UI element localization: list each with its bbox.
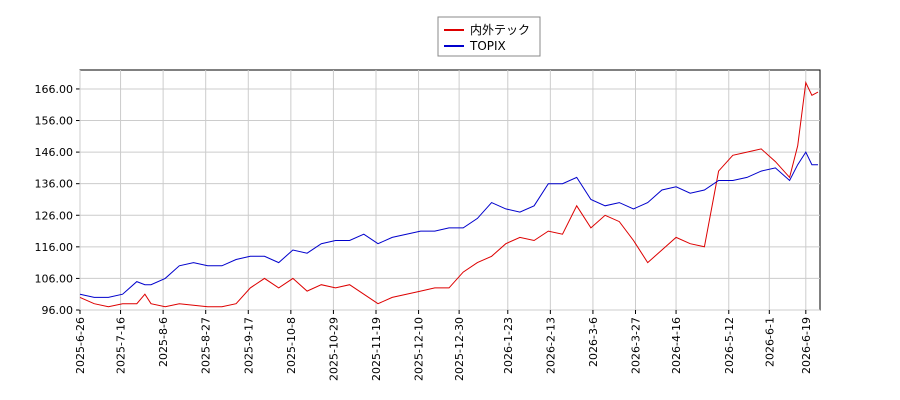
x-tick-label: 2025-12-30	[453, 317, 466, 381]
line	[79, 80, 819, 308]
y-tick-label: 96.00	[42, 304, 74, 317]
x-tick-label: 2025-6-26	[74, 317, 87, 374]
x-tick-label: 2025-8-27	[200, 317, 213, 374]
y-tick-label: 126.00	[35, 209, 74, 222]
x-tick-label: 2025-9-17	[242, 317, 255, 374]
x-tick-label: 2026-1-23	[502, 317, 515, 374]
y-tick-label: 116.00	[35, 241, 74, 254]
legend-box	[437, 16, 541, 57]
legend-label: 内外テック	[470, 23, 530, 37]
y-tick-label: 146.00	[35, 146, 74, 159]
x-tick-label: 2025-10-29	[327, 317, 340, 381]
y-tick-label: 106.00	[35, 272, 74, 285]
x-tick-label: 2025-7-16	[115, 317, 128, 374]
x-tick-label: 2025-12-10	[413, 317, 426, 381]
x-tick-label: 2026-2-13	[544, 317, 557, 374]
x-tick-label: 2026-4-16	[670, 317, 683, 374]
y-tick-label: 166.00	[35, 83, 74, 96]
x-tick-label: 2025-8-6	[157, 317, 170, 367]
x-tick-label: 2025-10-8	[285, 317, 298, 374]
x-tick-label: 2026-3-6	[587, 317, 600, 367]
y-tick-label: 136.00	[35, 178, 74, 191]
y-tick-label: 156.00	[35, 115, 74, 128]
x-tick-label: 2026-6-1	[763, 317, 776, 367]
x-tick-label: 2026-5-12	[723, 317, 736, 374]
plot-frame	[79, 69, 821, 311]
x-tick-label: 2025-11-19	[370, 317, 383, 381]
x-tick-label: 2026-3-27	[630, 317, 643, 374]
legend-label: TOPIX	[469, 39, 506, 53]
line	[79, 151, 818, 298]
x-tick-label: 2026-6-19	[800, 317, 813, 374]
